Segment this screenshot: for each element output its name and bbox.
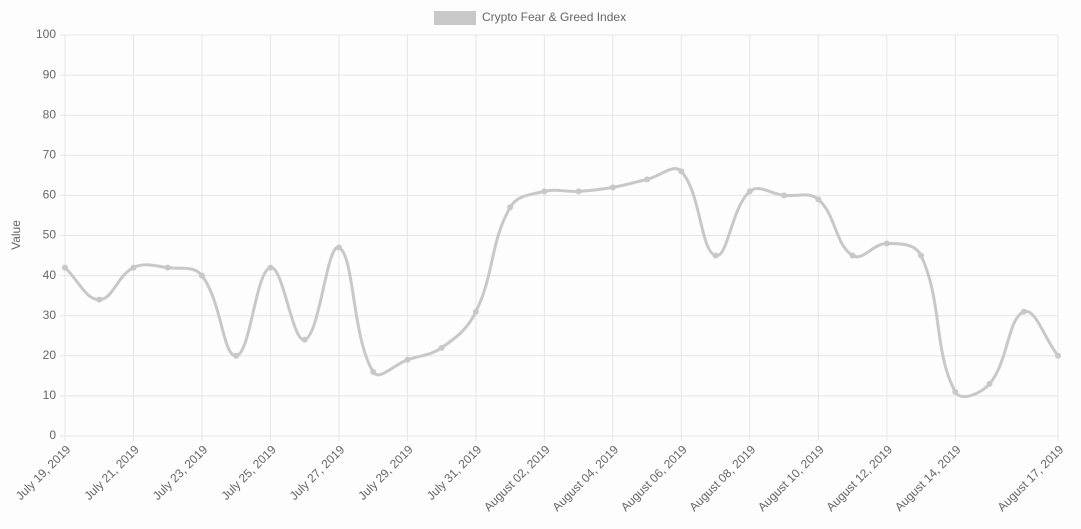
- x-tick-label: August 02, 2019: [481, 442, 553, 514]
- data-point: [164, 264, 171, 271]
- data-point: [678, 168, 685, 175]
- x-tick-label: August 14, 2019: [892, 442, 964, 514]
- data-point: [62, 264, 68, 271]
- data-point: [712, 252, 719, 259]
- y-tick-label: 80: [43, 107, 57, 121]
- x-tick-label: July 21, 2019: [81, 442, 142, 503]
- data-point: [301, 336, 308, 343]
- data-point: [404, 356, 411, 363]
- x-tick-label: July 23, 2019: [150, 442, 211, 503]
- y-tick-label: 100: [36, 27, 56, 41]
- x-tick-label: July 31, 2019: [424, 442, 485, 503]
- data-point: [507, 204, 514, 211]
- legend-label: Crypto Fear & Greed Index: [482, 10, 626, 24]
- legend-swatch: [434, 11, 476, 25]
- data-point: [746, 188, 753, 195]
- data-point: [781, 192, 788, 199]
- data-point: [96, 296, 103, 303]
- y-tick-label: 60: [43, 188, 57, 202]
- data-point: [130, 264, 137, 271]
- y-tick-label: 30: [43, 308, 57, 322]
- x-tick-label: August 10, 2019: [755, 442, 827, 514]
- x-tick-label: August 08, 2019: [686, 442, 758, 514]
- x-tick-label: July 25, 2019: [218, 442, 279, 503]
- data-point: [918, 252, 925, 259]
- y-tick-label: 50: [43, 228, 57, 242]
- data-point: [198, 272, 205, 279]
- x-tick-label: August 17, 2019: [995, 442, 1067, 514]
- data-point: [815, 196, 822, 203]
- data-point: [541, 188, 548, 195]
- data-point: [438, 344, 445, 351]
- x-tick-label: July 27, 2019: [287, 442, 348, 503]
- y-axis-label: Value: [9, 220, 23, 250]
- x-tick-label: August 06, 2019: [618, 442, 690, 514]
- y-tick-label: 20: [43, 348, 57, 362]
- data-point: [609, 184, 616, 191]
- data-point: [267, 264, 274, 271]
- data-point: [472, 308, 479, 315]
- data-point: [849, 252, 856, 259]
- data-point: [335, 244, 342, 251]
- x-tick-label: July 29, 2019: [355, 442, 416, 503]
- data-point: [233, 352, 240, 359]
- x-tick-label: July 19, 2019: [13, 442, 74, 503]
- data-point: [1020, 308, 1027, 315]
- data-point: [644, 176, 651, 183]
- data-point: [883, 240, 890, 247]
- data-point: [1055, 352, 1061, 359]
- data-point: [986, 380, 993, 387]
- y-tick-label: 0: [49, 428, 56, 442]
- y-tick-label: 10: [43, 388, 57, 402]
- data-point: [952, 388, 959, 395]
- y-tick-label: 70: [43, 147, 57, 161]
- data-line: [63, 167, 1060, 398]
- x-tick-label: August 12, 2019: [823, 442, 895, 514]
- y-tick-label: 90: [43, 67, 57, 81]
- data-point: [370, 368, 377, 375]
- data-point: [575, 188, 582, 195]
- x-tick-label: August 04, 2019: [550, 442, 622, 514]
- y-tick-label: 40: [43, 268, 57, 282]
